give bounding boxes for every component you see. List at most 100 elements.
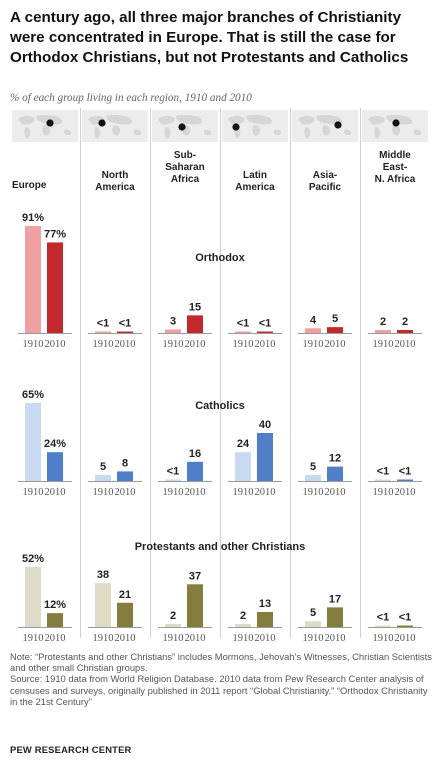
continent-shape — [322, 125, 331, 136]
year-tick-label: 1910 — [23, 339, 44, 350]
bar-2010 — [327, 607, 343, 627]
bar-1910 — [165, 329, 181, 333]
continent-shape — [304, 127, 311, 139]
data-label: 65% — [22, 389, 44, 401]
brand-label: PEW RESEARCH CENTER — [10, 744, 132, 755]
world-map-icon — [292, 110, 358, 142]
continent-shape — [228, 115, 245, 125]
chart-title: A century ago, all three major branches … — [10, 9, 409, 66]
data-label: <1 — [377, 612, 390, 624]
bar-1910 — [305, 328, 321, 333]
continent-shape — [158, 115, 175, 125]
bar-1910 — [305, 621, 321, 627]
year-tick-label: 1910 — [303, 487, 324, 498]
year-tick-label: 1910 — [93, 633, 114, 644]
region-label: Middle — [379, 150, 411, 161]
year-tick-label: 1910 — [23, 487, 44, 498]
bar-1910 — [95, 583, 111, 627]
continent-shape — [414, 129, 422, 136]
continent-shape — [344, 129, 352, 136]
year-tick-label: 2010 — [255, 487, 276, 498]
continent-shape — [106, 114, 133, 125]
data-label: 12% — [44, 599, 66, 611]
world-map-icon — [82, 110, 148, 142]
continent-shape — [94, 127, 101, 139]
bar-2010 — [117, 331, 133, 333]
data-label: 21 — [119, 589, 131, 601]
panel-title: Protestants and other Christians — [135, 541, 306, 553]
data-label: <1 — [97, 318, 110, 330]
year-tick-label: 2010 — [325, 487, 346, 498]
continent-shape — [298, 115, 315, 125]
world-map-icon — [152, 110, 218, 142]
continent-shape — [252, 125, 261, 136]
chart-notes: Note: “Protestants and other Christians”… — [10, 651, 435, 707]
source-text: Source: 1910 data from World Religion Da… — [10, 673, 428, 707]
region-label: Africa — [171, 174, 200, 185]
bar-1910 — [235, 624, 251, 627]
year-tick-label: 1910 — [233, 487, 254, 498]
data-label: 52% — [22, 553, 44, 565]
bar-1910 — [375, 625, 391, 627]
year-tick-label: 2010 — [45, 339, 66, 350]
bar-2010 — [187, 461, 203, 481]
region-dot-icon — [46, 119, 54, 127]
year-tick-label: 2010 — [185, 633, 206, 644]
continent-shape — [274, 129, 282, 136]
year-tick-label: 1910 — [373, 339, 394, 350]
continent-shape — [112, 125, 121, 136]
continent-shape — [64, 129, 72, 136]
bar-1910 — [165, 479, 181, 481]
continent-shape — [368, 115, 385, 125]
data-label: <1 — [167, 466, 180, 478]
region-label: Latin — [243, 170, 267, 181]
region-label: East- — [383, 162, 407, 173]
region-label: Europe — [12, 180, 47, 191]
bar-1910 — [25, 226, 41, 333]
region-label: N. Africa — [375, 174, 416, 185]
note-text: Note: “Protestants and other Christians”… — [10, 651, 432, 674]
data-label: 16 — [189, 448, 201, 460]
data-label: 13 — [259, 598, 271, 610]
bar-2010 — [397, 479, 413, 481]
continent-shape — [176, 114, 203, 125]
bar-2010 — [47, 613, 63, 627]
continent-shape — [392, 125, 401, 136]
year-tick-label: 1910 — [23, 633, 44, 644]
data-label: <1 — [119, 318, 132, 330]
data-label: 8 — [122, 457, 128, 469]
data-label: 77% — [44, 228, 66, 240]
data-label: <1 — [399, 466, 412, 478]
data-label: 2 — [380, 316, 386, 328]
bar-2010 — [327, 466, 343, 481]
region-label: America — [95, 182, 135, 193]
data-label: 5 — [310, 461, 316, 473]
year-tick-label: 2010 — [45, 487, 66, 498]
data-label: <1 — [399, 612, 412, 624]
region-label: Asia- — [313, 170, 337, 181]
year-tick-label: 1910 — [303, 633, 324, 644]
year-tick-label: 1910 — [303, 339, 324, 350]
continent-shape — [42, 125, 51, 136]
bar-1910 — [25, 567, 41, 627]
region-dot-icon — [178, 123, 186, 131]
year-tick-label: 1910 — [233, 633, 254, 644]
region-dot-icon — [334, 121, 342, 129]
bar-2010 — [257, 612, 273, 627]
bar-1910 — [305, 475, 321, 481]
world-map-icon — [362, 110, 428, 142]
data-label: 2 — [240, 610, 246, 622]
data-label: 5 — [310, 607, 316, 619]
year-tick-label: 2010 — [325, 633, 346, 644]
year-tick-label: 2010 — [325, 339, 346, 350]
year-tick-label: 1910 — [233, 339, 254, 350]
region-dot-icon — [232, 123, 240, 131]
year-tick-label: 2010 — [115, 487, 136, 498]
data-label: 40 — [259, 419, 271, 431]
bar-1910 — [95, 331, 111, 333]
continent-shape — [246, 114, 273, 125]
continent-shape — [18, 115, 35, 125]
year-tick-label: 1910 — [163, 633, 184, 644]
bar-1910 — [165, 624, 181, 627]
